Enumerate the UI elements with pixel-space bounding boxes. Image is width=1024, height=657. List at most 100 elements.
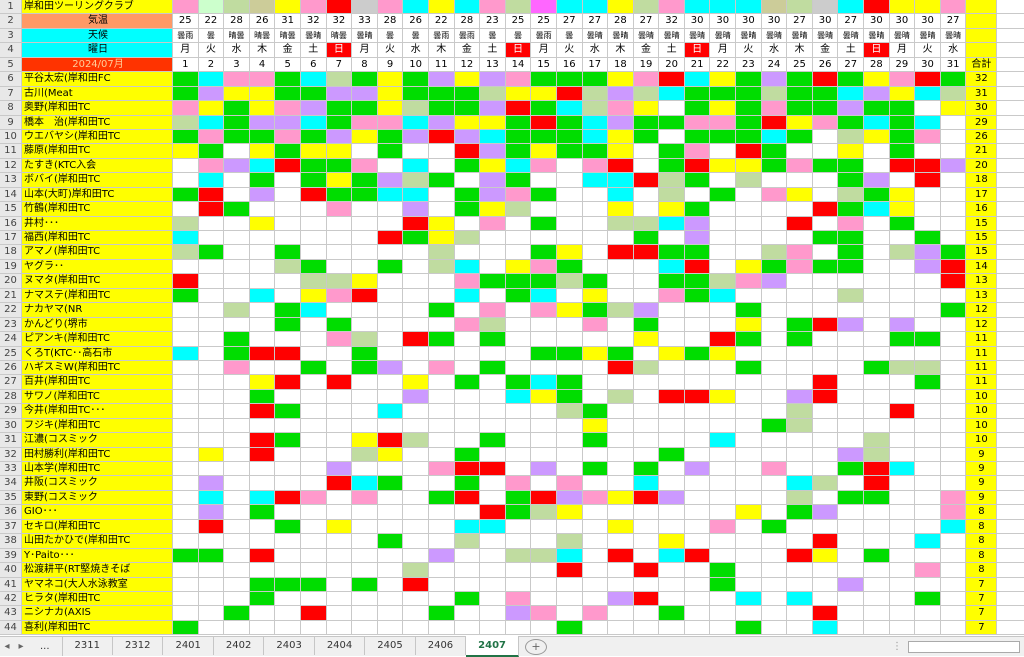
attendance-cell[interactable] [173,375,199,390]
attendance-cell[interactable] [300,101,327,116]
day-color-cell[interactable] [326,0,353,15]
member-total[interactable]: 8 [966,534,998,549]
attendance-cell[interactable] [787,433,813,448]
attendance-cell[interactable] [224,101,250,116]
attendance-cell[interactable] [173,115,199,130]
attendance-cell[interactable] [915,534,941,549]
attendance-cell[interactable] [173,519,199,535]
attendance-cell[interactable] [173,144,199,159]
attendance-cell[interactable] [838,490,865,506]
attendance-cell[interactable] [173,72,199,87]
attendance-cell[interactable] [249,346,276,361]
attendance-cell[interactable] [889,187,916,203]
temperature-cell[interactable]: 31 [275,14,301,29]
attendance-cell[interactable] [173,490,199,506]
attendance-cell[interactable] [684,548,711,564]
attendance-cell[interactable] [915,259,941,275]
attendance-cell[interactable] [940,173,967,188]
attendance-cell[interactable] [582,173,609,188]
attendance-cell[interactable] [838,72,865,87]
weather-cell[interactable]: 曇雨 [531,28,557,44]
attendance-cell[interactable] [940,187,967,203]
attendance-cell[interactable] [326,563,353,578]
attendance-cell[interactable] [300,274,327,289]
attendance-cell[interactable] [812,72,839,87]
attendance-cell[interactable] [582,86,609,102]
attendance-cell[interactable] [633,303,660,318]
attendance-cell[interactable] [326,389,353,405]
member-name[interactable]: ナマステ(岸和田TC [22,288,173,304]
member-name[interactable]: ナカヤマ(NR [22,303,173,318]
attendance-cell[interactable] [224,563,250,578]
attendance-cell[interactable] [249,505,276,520]
member-name[interactable]: 井阪(コスミック [22,476,173,491]
attendance-cell[interactable] [300,158,327,174]
attendance-cell[interactable] [428,534,455,549]
member-name[interactable]: くろT(KTC･･高石市 [22,346,173,361]
attendance-cell[interactable] [633,404,660,419]
weekday-cell[interactable]: 金 [812,43,839,58]
attendance-cell[interactable] [915,505,941,520]
attendance-cell[interactable] [761,360,788,376]
attendance-cell[interactable] [710,245,737,260]
date-cell[interactable]: 6 [300,57,327,73]
attendance-cell[interactable] [864,462,890,477]
attendance-cell[interactable] [812,505,839,520]
attendance-cell[interactable] [173,332,199,347]
attendance-cell[interactable] [915,577,941,592]
attendance-cell[interactable] [915,274,941,289]
attendance-cell[interactable] [864,606,890,621]
day-color-cell[interactable] [249,0,276,15]
attendance-cell[interactable] [889,86,916,102]
attendance-cell[interactable] [454,129,481,145]
attendance-cell[interactable] [915,115,941,130]
day-color-cell[interactable] [403,0,429,15]
attendance-cell[interactable] [275,202,301,217]
attendance-cell[interactable] [352,447,378,462]
attendance-cell[interactable] [864,620,890,636]
date-cell[interactable]: 12 [454,57,481,73]
attendance-cell[interactable] [659,231,685,246]
attendance-cell[interactable] [480,158,506,174]
attendance-cell[interactable] [889,144,916,159]
date-cell[interactable]: 10 [403,57,429,73]
attendance-cell[interactable] [608,433,634,448]
attendance-cell[interactable] [173,231,199,246]
attendance-cell[interactable] [428,129,455,145]
attendance-cell[interactable] [633,288,660,304]
attendance-cell[interactable] [454,101,481,116]
attendance-cell[interactable] [838,303,865,318]
attendance-cell[interactable] [300,303,327,318]
date-cell[interactable]: 20 [659,57,685,73]
weather-cell[interactable]: 曇 [403,28,429,44]
attendance-cell[interactable] [275,115,301,130]
attendance-cell[interactable] [864,591,890,607]
attendance-cell[interactable] [480,115,506,130]
date-cell[interactable]: 18 [608,57,634,73]
attendance-cell[interactable] [812,346,839,361]
attendance-cell[interactable] [428,389,455,405]
attendance-cell[interactable] [838,86,865,102]
attendance-cell[interactable] [761,144,788,159]
member-total[interactable]: 14 [966,259,998,275]
attendance-cell[interactable] [505,231,532,246]
attendance-cell[interactable] [556,158,583,174]
attendance-cell[interactable] [198,231,225,246]
temperature-label[interactable]: 気温 [22,14,173,29]
attendance-cell[interactable] [633,173,660,188]
attendance-cell[interactable] [403,86,429,102]
day-color-cell[interactable] [198,0,225,15]
attendance-cell[interactable] [428,360,455,376]
attendance-cell[interactable] [275,158,301,174]
attendance-cell[interactable] [684,86,711,102]
attendance-cell[interactable] [556,202,583,217]
attendance-cell[interactable] [864,86,890,102]
attendance-cell[interactable] [608,519,634,535]
attendance-cell[interactable] [608,375,634,390]
attendance-cell[interactable] [428,332,455,347]
attendance-cell[interactable] [812,231,839,246]
attendance-cell[interactable] [582,534,609,549]
attendance-cell[interactable] [275,360,301,376]
attendance-cell[interactable] [736,620,762,636]
attendance-cell[interactable] [531,303,557,318]
